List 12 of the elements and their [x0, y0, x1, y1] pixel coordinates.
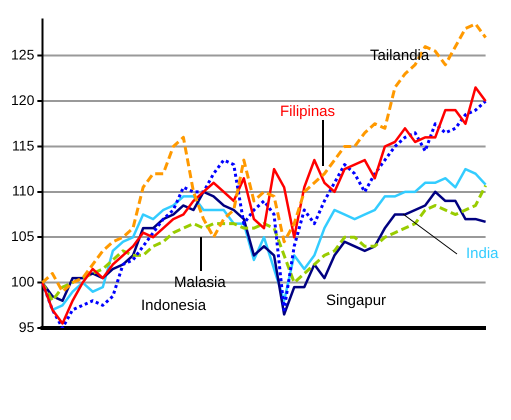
- y-tick-label: 100: [11, 273, 35, 290]
- text: Filipinas: [280, 103, 336, 120]
- y-tick-label: 110: [12, 182, 35, 199]
- text: Malasia: [174, 274, 226, 291]
- y-tick-label: 105: [11, 228, 35, 244]
- y-tick-label: 95: [18, 318, 35, 335]
- series-label: Indonesia: [141, 297, 207, 314]
- y-tick-label: 125: [11, 46, 35, 63]
- y-tick-label: 115: [12, 137, 35, 154]
- series-label: Singapur: [326, 292, 386, 309]
- text: India: [466, 245, 500, 262]
- y-tick-label: 120: [11, 92, 35, 108]
